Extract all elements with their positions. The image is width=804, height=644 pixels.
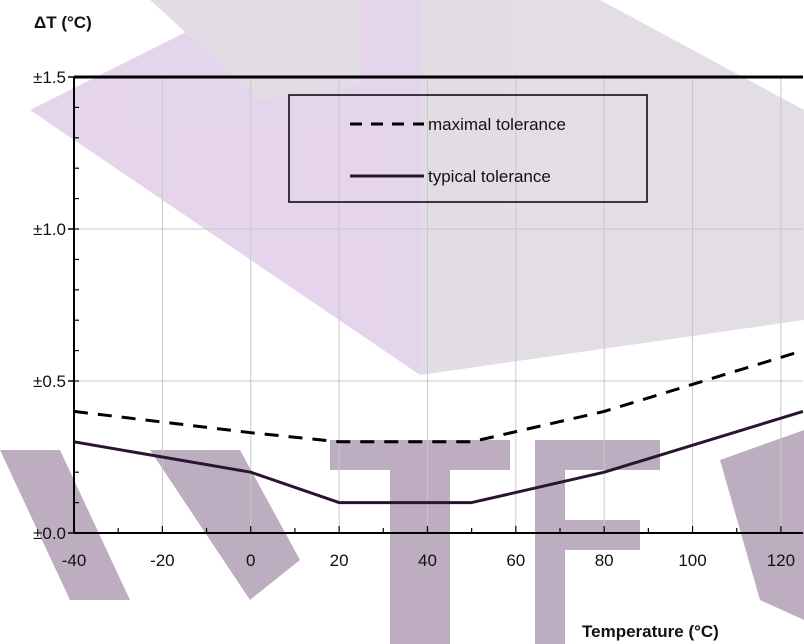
series-line-maximal-tolerance — [73, 349, 804, 444]
watermark-purple-shape — [30, 0, 420, 375]
series-line-typical-tolerance — [73, 409, 804, 505]
series — [73, 349, 804, 505]
watermark-letter-k — [0, 450, 130, 600]
watermark-letter-y — [150, 450, 300, 600]
watermark-grey-shape-left — [150, 0, 360, 100]
legend-label-maximal: maximal tolerance — [428, 115, 566, 134]
watermark-letter-t — [330, 440, 510, 644]
watermark-grey-shape-right — [420, 0, 804, 375]
y-axis-title: ΔT (°C) — [34, 13, 92, 32]
y-tick-label: ±1.5 — [33, 68, 66, 87]
x-tick-label: 20 — [330, 551, 349, 570]
legend-box — [288, 94, 648, 203]
legend-label-typical: typical tolerance — [428, 167, 551, 186]
x-tick-label: 60 — [506, 551, 525, 570]
legend: maximal tolerance typical tolerance — [288, 94, 648, 203]
y-tick-label: ±0.0 — [33, 524, 66, 543]
y-tick-label: ±1.0 — [33, 220, 66, 239]
x-tick-label: 120 — [767, 551, 795, 570]
x-tick-label: -20 — [150, 551, 175, 570]
y-tick-labels: ±0.0 ±0.5 ±1.0 ±1.5 — [33, 68, 66, 543]
x-tick-label: 100 — [678, 551, 706, 570]
x-axis-title: Temperature (°C) — [582, 622, 719, 641]
x-tick-label: 80 — [595, 551, 614, 570]
axes — [68, 75, 803, 534]
x-tick-label: -40 — [62, 551, 87, 570]
watermark-letter-c — [720, 430, 804, 620]
y-tick-label: ±0.5 — [33, 372, 66, 391]
x-tick-labels: -40 -20 0 20 40 60 80 100 120 — [62, 551, 795, 570]
watermark-letter-e — [535, 440, 660, 644]
x-tick-label: 0 — [246, 551, 255, 570]
x-tick-label: 40 — [418, 551, 437, 570]
